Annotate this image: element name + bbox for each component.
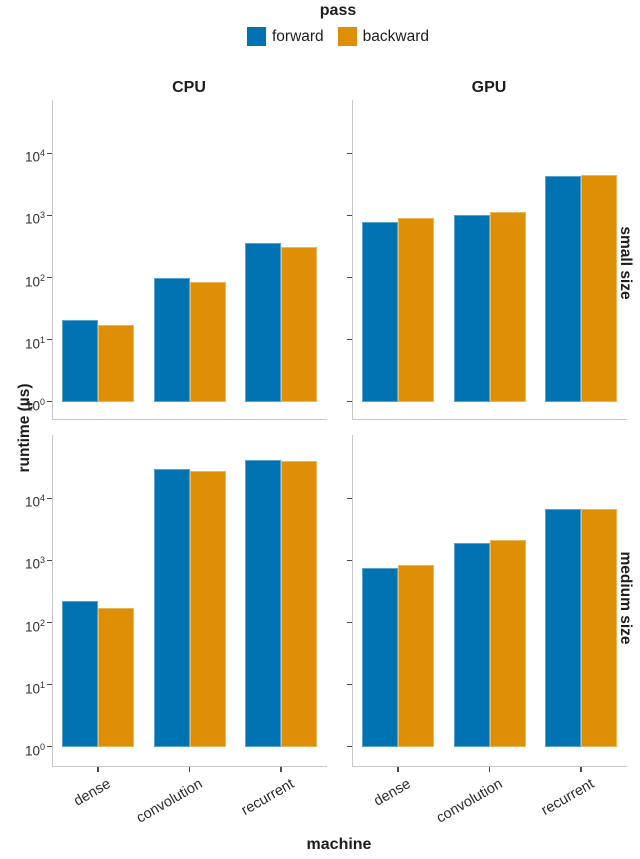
bar-forward-dense (61, 319, 98, 402)
y-tick-mark (47, 214, 52, 217)
x-tick-label-recurrent: recurrent (238, 776, 298, 819)
y-tick-label: 101 (24, 679, 45, 697)
bar-forward-recurrent (245, 243, 282, 402)
x-tick-label-dense: dense (371, 776, 414, 810)
legend-swatch-backward (337, 27, 357, 46)
bar-backward-convolution (189, 281, 226, 402)
plot-area-gpu-small (347, 100, 627, 420)
y-axis-spine (52, 435, 54, 767)
bar-forward-dense (361, 222, 398, 402)
y-tick-label: 103 (24, 555, 45, 572)
plot-area-gpu-medium: dense convolution recurrent (347, 435, 627, 827)
legend-title: pass (319, 2, 357, 19)
x-tick-mark (397, 767, 399, 772)
x-tick-mark (188, 767, 191, 772)
plot-area-cpu-medium: 100 101 102 103 104 dense convolution recurrent (25, 435, 327, 827)
y-axis-spine (352, 100, 354, 420)
bar-forward-recurrent (245, 459, 282, 747)
legend-swatch-forward (246, 27, 266, 46)
y-axis-spine (352, 435, 354, 767)
y-tick-mark (347, 214, 352, 217)
y-tick-mark (347, 338, 352, 341)
bar-backward-dense (397, 564, 434, 747)
y-tick-mark (47, 745, 52, 748)
x-tick-mark (97, 767, 99, 772)
legend-label: forward (271, 27, 324, 45)
bar-forward-dense (361, 568, 398, 747)
y-tick-mark (347, 559, 352, 562)
y-tick-mark (47, 152, 52, 155)
bar-backward-recurrent (281, 246, 318, 402)
x-axis-spine (52, 765, 327, 767)
facet-col-title-cpu: CPU (172, 79, 206, 96)
bar-backward-convolution (489, 212, 526, 402)
x-tick-mark (488, 767, 491, 772)
y-tick-mark (347, 152, 352, 155)
y-tick-label: 104 (24, 148, 45, 165)
bar-forward-dense (61, 601, 98, 747)
y-tick-mark (47, 621, 52, 624)
y-tick-label: 102 (24, 617, 45, 635)
bar-forward-convolution (153, 469, 190, 747)
y-tick-mark (347, 745, 352, 748)
y-tick-mark (347, 621, 352, 624)
y-tick-mark (347, 497, 352, 500)
y-tick-label: 101 (24, 334, 45, 352)
y-tick-label: 103 (24, 210, 45, 227)
legend-entries: forward backward (246, 27, 430, 46)
bar-backward-dense (97, 607, 134, 747)
x-axis-spine (352, 418, 627, 420)
x-tick-label-convolution: convolution (433, 776, 506, 827)
y-tick-mark (47, 559, 52, 562)
bar-forward-convolution (453, 542, 490, 747)
y-tick-mark (47, 276, 52, 279)
legend-label: backward (362, 27, 430, 45)
x-tick-mark (280, 767, 282, 772)
y-tick-label: 100 (24, 396, 45, 414)
bar-backward-convolution (489, 540, 526, 747)
y-tick-mark (47, 683, 52, 686)
x-tick-label-convolution: convolution (133, 776, 206, 827)
bar-backward-dense (97, 325, 134, 402)
x-tick-label-dense: dense (71, 776, 114, 810)
bar-forward-convolution (453, 215, 490, 402)
bar-forward-recurrent (545, 176, 582, 402)
x-axis-spine (352, 765, 627, 767)
y-tick-mark (47, 338, 52, 341)
y-tick-mark (47, 497, 52, 500)
bar-backward-recurrent (281, 460, 318, 747)
plot-area-cpu-small: 100 101 102 103 104 (25, 100, 327, 420)
y-tick-mark (347, 276, 352, 279)
x-tick-mark (580, 767, 582, 772)
x-axis-label: machine (306, 836, 372, 853)
y-axis-spine (52, 100, 54, 420)
facet-col-title-gpu: GPU (471, 79, 507, 96)
bar-backward-dense (397, 218, 434, 402)
bar-forward-recurrent (545, 508, 582, 747)
x-axis-spine (52, 418, 327, 420)
legend-entry-forward: forward (246, 27, 324, 46)
y-tick-label: 100 (24, 741, 45, 759)
y-tick-label: 102 (24, 272, 45, 290)
y-tick-mark (47, 400, 52, 403)
legend: pass forward backward (246, 2, 430, 46)
bar-backward-recurrent (581, 175, 618, 402)
bar-forward-convolution (153, 277, 190, 402)
x-tick-label-recurrent: recurrent (538, 776, 598, 819)
y-tick-mark (347, 683, 352, 686)
bar-backward-recurrent (581, 508, 618, 747)
bar-backward-convolution (189, 470, 226, 747)
y-tick-label: 104 (24, 493, 45, 510)
legend-entry-backward: backward (337, 27, 430, 46)
y-tick-mark (347, 400, 352, 403)
